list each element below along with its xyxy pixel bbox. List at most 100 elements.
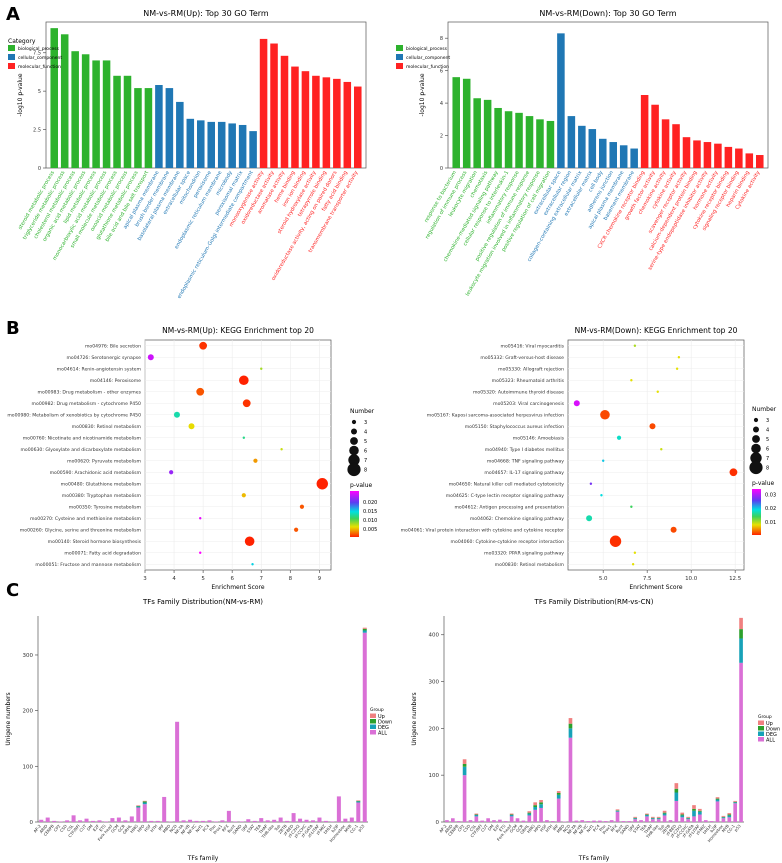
kegg_up-point [199, 551, 202, 554]
kegg_up-color-legend-title: p-value [350, 482, 373, 489]
go_up-bar [353, 86, 362, 168]
go_up-legend-label: cellular_component [18, 55, 62, 61]
tf_rm_cn-bar-deg [633, 818, 637, 820]
tf_rm_cn-bar-all [709, 821, 714, 822]
go_up-bar [196, 120, 205, 168]
kegg_down-color-legend-label: 0.02 [765, 506, 776, 512]
kegg_up-term-label: mo00830: Retinol metabolism [72, 424, 142, 430]
go_down-legend-swatch [396, 45, 403, 51]
tf_rm_cn-xtick-label: HMG [526, 823, 536, 834]
go_down-bar [672, 124, 680, 168]
kegg_down-term-label: mo04657: IL-17 signaling pathway [484, 470, 564, 476]
tf_rm_cn-bar-all [633, 819, 637, 822]
go_up-legend-label: biological_process [18, 46, 60, 52]
kegg_down-term-label: mo04625: C-type lectin receptor signalin… [446, 493, 565, 499]
tf_rm_cn-bar-up [733, 800, 737, 802]
tf_nm_rm-xtick-label: NF-YB [180, 823, 191, 835]
kegg_up-xtick-label: 5 [201, 576, 205, 582]
tf_nm_rm-xtick-label: HSF [143, 823, 152, 833]
tf_nm_rm-bar-all [336, 796, 341, 822]
kegg_down-term-label: mo04612: Antigen processing and presenta… [454, 505, 564, 511]
go_down-bar [693, 140, 701, 168]
tf_rm_cn-xtick-label: Prox1 [601, 823, 612, 835]
kegg_down-title: NM-vs-RM(Down): KEGG Enrichment top 20 [575, 326, 738, 335]
go_down-bar [640, 95, 649, 168]
go_down-bar [483, 99, 492, 168]
go_down-bar [703, 142, 712, 168]
tf_rm_cn-xtick-label: Nrf1 [585, 823, 595, 833]
tf_nm_rm-xtick-label: GRHL [122, 823, 133, 835]
kegg_down-term-label: mo05416: Viral myocarditis [501, 344, 565, 350]
tf_nm_rm-xtick-label: bHLH [322, 823, 333, 834]
go_up-bar [134, 88, 142, 168]
kegg_up-xtick-label: 7 [260, 576, 264, 582]
tf_rm_cn-bar-all [451, 818, 455, 822]
tf_nm_rm-xtick-label: RFX [221, 823, 230, 832]
go_up-frame [45, 21, 367, 169]
tf_nm_rm-bar-all [168, 821, 173, 822]
tf_nm_rm-bar-all [84, 818, 89, 822]
kegg_up-point [173, 411, 180, 418]
go_down-bar [452, 77, 461, 168]
tf_rm_cn-bar-up [686, 816, 690, 818]
tf_rm_cn-bar-all [662, 815, 667, 822]
tf_nm_rm-xtick-label: TEA [253, 823, 263, 833]
tf_nm_rm-bar-all [252, 820, 257, 822]
go_down-bar [588, 129, 597, 168]
kegg_down-term-label: mo05330: Allograft rejection [498, 367, 564, 373]
tf_rm_cn-xtick-label: RFX [609, 823, 618, 832]
tf_nm_rm-xtick-label: p53 [357, 823, 366, 832]
go_up-bar [50, 28, 59, 168]
tf_rm_cn-bar-all [539, 807, 543, 822]
tf_rm_cn-bar-deg [674, 792, 679, 801]
tf_rm_cn-bar-all [515, 818, 520, 822]
tf_nm_rm-legend-label: Up [378, 714, 385, 720]
tf_rm_cn-bar-all [621, 821, 626, 822]
tf_rm_cn-bar-up [527, 811, 532, 813]
tf_rm_cn-xtick-label: DM [487, 823, 495, 832]
kegg_up-title: NM-vs-RM(Up): KEGG Enrichment top 20 [162, 326, 314, 335]
tf_rm_cn-chart: TFs Family Distribution(RM-vs-CN) 0 100 200… [411, 598, 780, 862]
kegg_up-size-legend-dot [350, 437, 358, 445]
kegg_down-size-legend-label: 5 [766, 437, 769, 443]
tf_nm_rm-legend-title: Group [370, 707, 384, 713]
tf_nm_rm-title: TFs Family Distribution(NM-vs-RM) [142, 598, 263, 606]
tf_rm_cn-bar-all [645, 816, 649, 822]
tf_rm_cn-xtick-label: PC4 [592, 823, 601, 832]
tf_rm_cn-bar-deg [739, 638, 743, 663]
tf_rm_cn-bar-down [539, 802, 543, 805]
tf_rm_cn-bar-down [692, 808, 696, 811]
go_down-bar [515, 112, 523, 168]
go_up-legend-swatch [8, 63, 15, 69]
kegg_up-point [242, 399, 251, 408]
tf_rm_cn-xtick-label: SRF [627, 823, 636, 833]
tf_nm_rm-xtick-label: MBD [162, 823, 172, 833]
tf_rm_cn-bar-all [545, 820, 549, 822]
tf_nm_rm-bar-all [142, 804, 147, 822]
kegg_up-term-label: mo04976: Bile secretion [85, 344, 141, 350]
kegg_up-point [260, 367, 263, 370]
tf_nm_rm-xtick-label: Nrf1 [194, 823, 204, 833]
tf_rm_cn-bar-deg [462, 766, 467, 776]
kegg_down-term-label: mo04062: Chemokine signaling pathway [470, 516, 564, 522]
tf_nm_rm-bar-all [246, 819, 251, 822]
tf_nm_rm-bar-all [136, 807, 141, 822]
tf_rm_cn-bar-up [698, 808, 702, 811]
tf_rm_cn-xlabel: TFs family [578, 855, 610, 862]
tf_rm_cn-bar-down [674, 788, 679, 793]
kegg_up-size-legend-dot [351, 428, 357, 435]
tf_rm_cn-bar-all [668, 820, 673, 822]
go_down-bar [557, 33, 565, 168]
tf_nm_rm-bar-all [278, 817, 283, 822]
kegg_up-xlabel: Enrichment Score [211, 584, 265, 591]
go_down-ytick-label: 6 [440, 69, 443, 75]
tf_rm_cn-bar-up [651, 816, 655, 818]
tf_nm_rm-chart: TFs Family Distribution(NM-vs-RM) 0 100 200… [5, 598, 392, 862]
tf_rm_cn-ytick-label: 200 [429, 726, 440, 732]
kegg_down-point [633, 344, 637, 347]
kegg_down-frame [567, 339, 745, 571]
tf_rm_cn-xtick-label: GCM [508, 823, 518, 834]
kegg_down-color-legend-label: 0.03 [765, 492, 776, 498]
tf_rm_cn-bar-all [580, 820, 585, 822]
tf_rm_cn-bar-deg [645, 814, 649, 817]
